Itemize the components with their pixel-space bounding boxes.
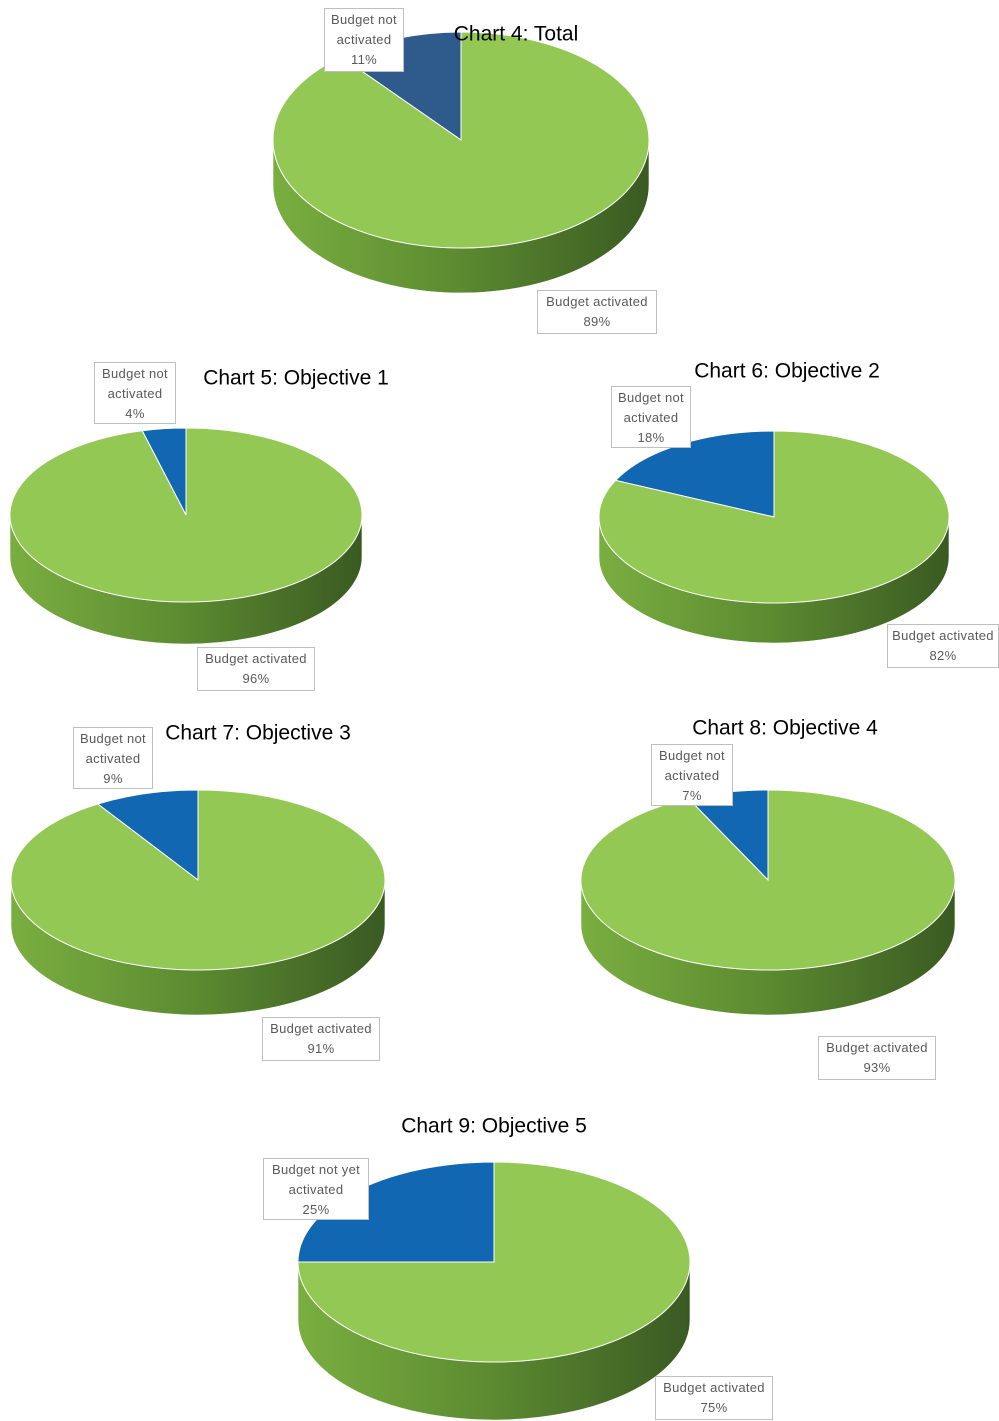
label-category: Budget not activated (102, 366, 168, 401)
chart-title: Chart 8: Objective 4 (692, 717, 878, 740)
chart-title: Chart 6: Objective 2 (694, 360, 880, 383)
label-category: Budget not activated (331, 12, 397, 47)
slice (9, 427, 363, 603)
chart-title: Chart 7: Objective 3 (165, 722, 351, 745)
chart-title: Chart 9: Objective 5 (401, 1115, 587, 1138)
label-category: Budget not yet activated (271, 1162, 361, 1197)
data-label: Budget not activated 7% (651, 744, 733, 806)
data-label: Budget not yet activated 25% (263, 1158, 369, 1220)
slice (598, 430, 950, 604)
label-value: 82% (929, 648, 957, 663)
data-label: Budget activated 91% (262, 1017, 380, 1061)
label-value: 25% (302, 1202, 330, 1217)
label-category: Budget activated (663, 1380, 765, 1395)
label-value: 91% (307, 1041, 335, 1056)
data-label: Budget activated 96% (197, 647, 315, 691)
label-value: 89% (583, 314, 611, 329)
label-category: Budget not activated (618, 390, 684, 425)
label-value: 11% (351, 52, 377, 67)
data-label: Budget not activated 18% (611, 386, 691, 448)
data-label: Budget activated 93% (818, 1036, 936, 1080)
label-value: 96% (242, 671, 270, 686)
data-label: Budget not activated 11% (324, 8, 404, 72)
label-value: 18% (637, 430, 665, 445)
label-value: 9% (103, 771, 123, 786)
label-category: Budget activated (270, 1021, 372, 1036)
slice (10, 789, 386, 971)
label-value: 75% (700, 1400, 728, 1415)
label-category: Budget activated (892, 628, 994, 643)
chart-title: Chart 5: Objective 1 (203, 367, 389, 390)
chart-title: Chart 4: Total (454, 23, 579, 46)
label-category: Budget not activated (659, 748, 725, 783)
slice (272, 31, 650, 249)
label-category: Budget activated (546, 294, 648, 309)
slice (580, 789, 956, 971)
slice (297, 1161, 691, 1363)
label-category: Budget activated (205, 651, 307, 666)
label-value: 7% (682, 788, 702, 803)
data-label: Budget not activated 9% (73, 727, 153, 789)
data-label: Budget activated 75% (655, 1376, 773, 1420)
data-label: Budget activated 89% (537, 290, 657, 334)
label-category: Budget activated (826, 1040, 928, 1055)
label-category: Budget not activated (80, 731, 146, 766)
data-label: Budget not activated 4% (94, 362, 176, 424)
slice (96, 789, 199, 882)
data-label: Budget activated 82% (887, 624, 999, 668)
label-value: 93% (863, 1060, 891, 1075)
label-value: 4% (125, 406, 145, 421)
